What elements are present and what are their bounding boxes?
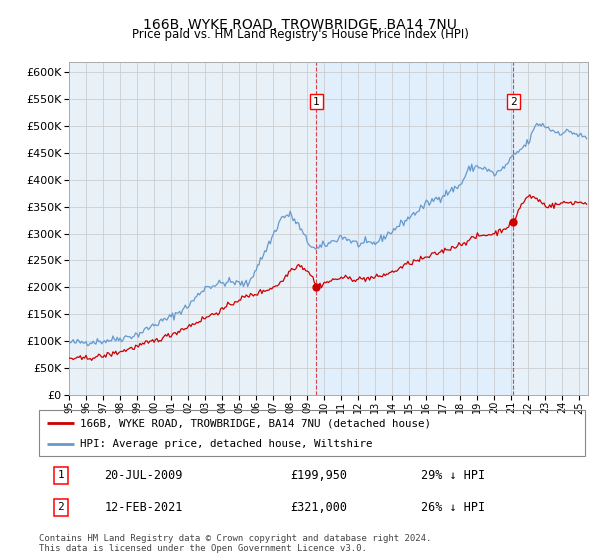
Text: 1: 1 — [313, 96, 320, 106]
Text: 29% ↓ HPI: 29% ↓ HPI — [421, 469, 485, 482]
Bar — [316, 62, 514, 395]
Text: 12-FEB-2021: 12-FEB-2021 — [104, 501, 183, 514]
Text: £321,000: £321,000 — [290, 501, 347, 514]
Text: HPI: Average price, detached house, Wiltshire: HPI: Average price, detached house, Wilt… — [80, 438, 373, 449]
Text: Contains HM Land Registry data © Crown copyright and database right 2024.
This d: Contains HM Land Registry data © Crown c… — [39, 534, 431, 553]
Text: Price paid vs. HM Land Registry's House Price Index (HPI): Price paid vs. HM Land Registry's House … — [131, 28, 469, 41]
Text: 26% ↓ HPI: 26% ↓ HPI — [421, 501, 485, 514]
Text: 166B, WYKE ROAD, TROWBRIDGE, BA14 7NU (detached house): 166B, WYKE ROAD, TROWBRIDGE, BA14 7NU (d… — [80, 418, 431, 428]
Text: 166B, WYKE ROAD, TROWBRIDGE, BA14 7NU: 166B, WYKE ROAD, TROWBRIDGE, BA14 7NU — [143, 18, 457, 32]
Text: 20-JUL-2009: 20-JUL-2009 — [104, 469, 183, 482]
Text: 2: 2 — [58, 502, 64, 512]
Text: £199,950: £199,950 — [290, 469, 347, 482]
Text: 1: 1 — [58, 470, 64, 480]
Text: 2: 2 — [510, 96, 517, 106]
